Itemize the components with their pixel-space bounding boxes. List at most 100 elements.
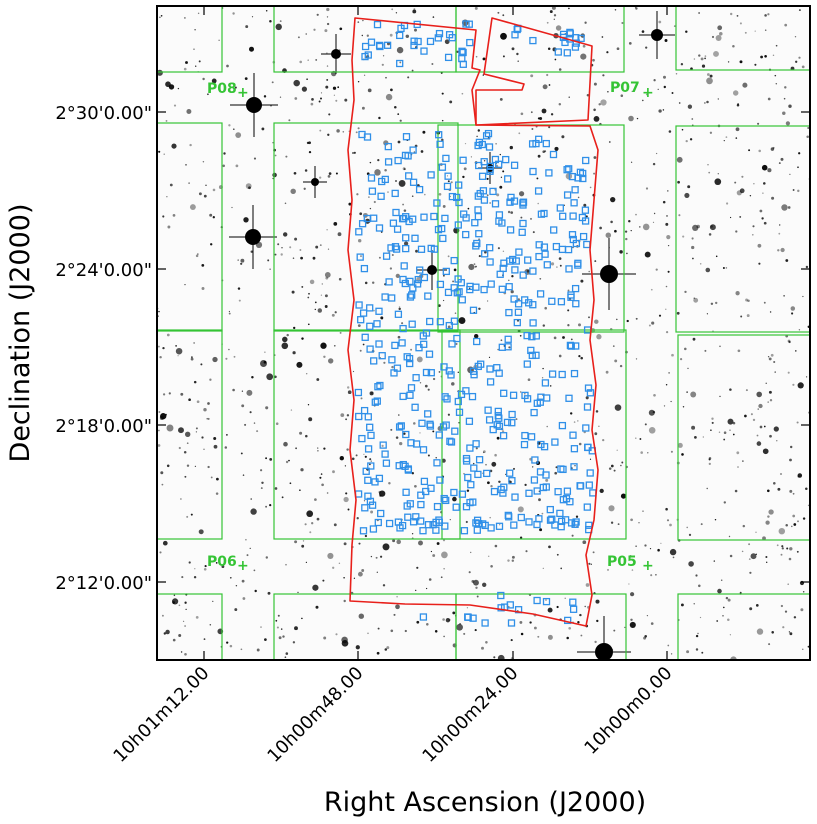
star	[202, 77, 205, 81]
star	[788, 104, 792, 108]
star	[306, 78, 308, 81]
tile	[273, 122, 459, 332]
source-marker	[569, 212, 577, 220]
star	[569, 412, 573, 415]
star	[519, 391, 522, 393]
star	[763, 221, 767, 225]
star	[488, 356, 491, 359]
star	[385, 76, 387, 79]
star	[751, 233, 754, 236]
star	[194, 568, 196, 570]
star	[397, 113, 400, 115]
star	[288, 119, 291, 122]
star	[715, 255, 718, 258]
source-marker	[406, 293, 415, 301]
star	[538, 498, 541, 502]
source-marker	[399, 460, 407, 469]
star	[486, 300, 489, 302]
star	[739, 60, 743, 64]
source-marker	[527, 433, 536, 441]
star	[189, 143, 192, 147]
star	[612, 345, 615, 347]
star	[686, 650, 690, 654]
source-marker	[505, 513, 513, 521]
source-marker	[402, 488, 410, 496]
star	[798, 329, 801, 331]
star	[666, 235, 671, 240]
star	[467, 207, 470, 210]
source-marker	[435, 29, 444, 38]
pointing-marker-p06: +	[237, 558, 249, 574]
star	[250, 498, 252, 500]
star	[732, 45, 735, 48]
star	[363, 453, 365, 456]
star	[788, 340, 791, 344]
star	[442, 539, 446, 542]
source-marker	[458, 490, 467, 498]
star	[403, 168, 406, 171]
source-marker	[474, 192, 482, 200]
source-marker	[450, 317, 459, 325]
star	[357, 324, 361, 327]
star	[655, 152, 658, 155]
star	[722, 267, 725, 269]
source-marker	[388, 356, 396, 364]
star	[184, 475, 187, 478]
star	[556, 266, 558, 268]
star	[602, 438, 605, 442]
star	[593, 115, 600, 122]
star	[737, 349, 741, 353]
source-marker	[363, 133, 372, 141]
star	[578, 354, 581, 358]
star	[422, 130, 426, 134]
star	[339, 456, 344, 461]
star	[172, 601, 175, 604]
star	[300, 468, 304, 472]
star	[459, 622, 461, 625]
star	[184, 652, 187, 656]
source-marker	[521, 296, 529, 304]
star	[800, 608, 804, 612]
source-marker	[433, 459, 441, 467]
star	[507, 210, 511, 214]
source-marker	[443, 395, 451, 403]
source-marker	[491, 155, 500, 164]
star	[660, 542, 662, 545]
star	[396, 46, 404, 54]
source-marker	[417, 491, 425, 499]
star	[602, 74, 605, 77]
star	[398, 307, 401, 311]
source-marker	[402, 133, 411, 141]
star	[415, 249, 418, 253]
star	[705, 267, 711, 273]
source-marker	[533, 596, 541, 605]
star	[389, 33, 393, 37]
source-marker	[565, 394, 573, 402]
star	[775, 83, 778, 85]
plot-frame	[156, 5, 811, 661]
star	[296, 361, 303, 368]
star	[489, 202, 491, 204]
star	[447, 325, 451, 329]
star	[585, 396, 589, 400]
star	[326, 16, 329, 18]
star	[720, 579, 723, 582]
star	[341, 639, 349, 647]
star	[677, 180, 680, 184]
star	[395, 273, 400, 279]
star	[447, 180, 450, 183]
source-marker	[375, 224, 384, 232]
source-marker	[364, 476, 372, 484]
star	[692, 337, 696, 341]
star	[205, 184, 207, 186]
source-marker	[567, 519, 576, 527]
star	[610, 521, 614, 524]
star	[728, 535, 731, 538]
source-marker	[424, 521, 433, 529]
star	[759, 209, 763, 213]
star	[185, 164, 187, 166]
star	[687, 104, 693, 109]
star	[228, 312, 231, 315]
star	[362, 343, 365, 346]
star	[715, 301, 718, 305]
